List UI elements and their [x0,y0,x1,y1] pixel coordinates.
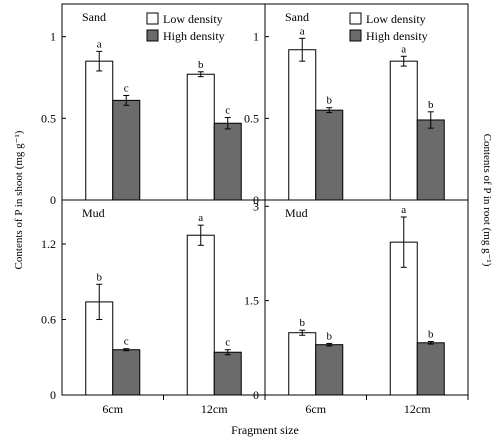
legend-swatch [349,12,362,25]
y-tick-label: 1 [253,30,259,44]
panel-label: Sand [82,10,106,24]
panel-label: Mud [285,206,308,220]
y-axis-label-left: Contents of P in shoot (mg g⁻¹) [13,130,25,269]
bar [186,234,215,396]
bar [416,119,445,201]
y-tick-label: 3 [253,199,259,213]
y-tick-label: 0.5 [244,111,259,125]
y-tick-label: 1 [50,30,56,44]
y-tick-label: 1.2 [41,237,56,251]
significance-letter: b [198,59,204,71]
significance-letter: b [97,271,103,283]
significance-letter: b [327,330,333,342]
significance-letter: b [428,329,434,341]
y-tick-label: 0 [253,388,259,402]
bar [85,60,114,201]
panel-label: Sand [285,10,309,24]
significance-letter: c [124,336,129,348]
bar [315,109,344,201]
bar [112,349,141,396]
y-axis-label-right: Contents of P in root (mg g⁻¹) [481,134,493,267]
y-tick-label: 0.5 [41,111,56,125]
x-axis-label: Fragment size [231,423,299,437]
bar [213,351,242,396]
significance-letter: b [327,95,333,107]
bar [315,344,344,396]
legend-swatch [349,29,362,42]
x-tick-label: 6cm [102,402,123,416]
panel-shoot-sand: 0 0.5 1 Sand a c b c Low density High density [41,10,242,207]
x-tick-label: 12cm [201,402,228,416]
significance-letter: a [401,204,406,216]
bar [389,60,418,201]
significance-letter: a [198,212,203,224]
bar [213,122,242,201]
y-tick-label: 0 [50,388,56,402]
y-tick-label: 0.6 [41,313,56,327]
legend-label: Low density [366,12,426,26]
bar [416,342,445,396]
significance-letter: c [225,105,230,117]
y-tick-label: 1.5 [244,294,259,308]
y-tick-label: 0 [253,193,259,207]
panel-shoot-mud: 0 0.6 1.2 Mud b c 6cm a c 12cm [41,206,266,416]
significance-letter: a [300,25,305,37]
x-tick-label: 6cm [305,402,326,416]
significance-letter: b [300,317,306,329]
legend-swatch [146,29,159,42]
bar [186,73,215,201]
legend-swatch [146,12,159,25]
significance-letter: b [428,99,434,111]
significance-letter: c [225,337,230,349]
panel-root-mud: 0 1.5 3 Mud b b 6cm a b 12cm [244,199,469,416]
legend-label: Low density [163,12,223,26]
bar [288,332,317,396]
significance-letter: a [97,38,102,50]
bar [112,99,141,201]
significance-letter: a [401,43,406,55]
bar [288,49,317,201]
legend-label: High density [163,29,225,43]
panel-label: Mud [82,206,105,220]
y-tick-label: 0 [50,193,56,207]
legend-label: High density [366,29,428,43]
x-tick-label: 12cm [404,402,431,416]
significance-letter: c [124,82,129,94]
